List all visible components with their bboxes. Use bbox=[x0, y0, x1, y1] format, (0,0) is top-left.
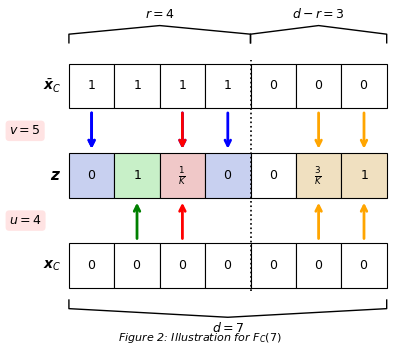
Text: $0$: $0$ bbox=[132, 259, 142, 272]
FancyBboxPatch shape bbox=[69, 243, 114, 288]
Text: $\boldsymbol{z}$: $\boldsymbol{z}$ bbox=[50, 168, 61, 183]
FancyBboxPatch shape bbox=[250, 64, 296, 109]
Text: $0$: $0$ bbox=[314, 79, 323, 93]
Text: $0$: $0$ bbox=[360, 79, 368, 93]
FancyBboxPatch shape bbox=[250, 153, 296, 198]
FancyBboxPatch shape bbox=[114, 243, 160, 288]
Text: $0$: $0$ bbox=[223, 259, 232, 272]
Text: $0$: $0$ bbox=[269, 169, 278, 182]
FancyBboxPatch shape bbox=[296, 64, 341, 109]
FancyBboxPatch shape bbox=[341, 153, 387, 198]
Text: $0$: $0$ bbox=[269, 259, 278, 272]
FancyBboxPatch shape bbox=[296, 243, 341, 288]
Text: $\frac{3}{K}$: $\frac{3}{K}$ bbox=[314, 165, 323, 187]
FancyBboxPatch shape bbox=[205, 153, 250, 198]
Text: $1$: $1$ bbox=[133, 169, 141, 182]
Text: $0$: $0$ bbox=[269, 79, 278, 93]
Text: $u=4$: $u=4$ bbox=[9, 214, 42, 227]
Text: $v=5$: $v=5$ bbox=[9, 124, 41, 137]
FancyBboxPatch shape bbox=[160, 64, 205, 109]
Text: $0$: $0$ bbox=[87, 169, 96, 182]
FancyBboxPatch shape bbox=[160, 243, 205, 288]
Text: $r=4$: $r=4$ bbox=[145, 8, 174, 22]
Text: $0$: $0$ bbox=[223, 169, 232, 182]
Text: $0$: $0$ bbox=[360, 259, 368, 272]
Text: $d=7$: $d=7$ bbox=[212, 322, 244, 335]
Text: $0$: $0$ bbox=[178, 259, 187, 272]
Text: $\bar{\boldsymbol{x}}_C$: $\bar{\boldsymbol{x}}_C$ bbox=[42, 77, 61, 95]
FancyBboxPatch shape bbox=[114, 153, 160, 198]
FancyBboxPatch shape bbox=[160, 153, 205, 198]
Text: $0$: $0$ bbox=[314, 259, 323, 272]
Text: $d-r=3$: $d-r=3$ bbox=[292, 7, 345, 22]
FancyBboxPatch shape bbox=[250, 243, 296, 288]
Text: $1$: $1$ bbox=[133, 79, 141, 93]
Text: $1$: $1$ bbox=[178, 79, 187, 93]
FancyBboxPatch shape bbox=[205, 64, 250, 109]
Text: $0$: $0$ bbox=[87, 259, 96, 272]
FancyBboxPatch shape bbox=[296, 153, 341, 198]
FancyBboxPatch shape bbox=[114, 64, 160, 109]
Text: Figure 2: Illustration for $F_C(7)$: Figure 2: Illustration for $F_C(7)$ bbox=[118, 331, 282, 345]
FancyBboxPatch shape bbox=[341, 64, 387, 109]
Text: $\boldsymbol{x}_C$: $\boldsymbol{x}_C$ bbox=[42, 258, 61, 273]
FancyBboxPatch shape bbox=[69, 64, 114, 109]
FancyBboxPatch shape bbox=[69, 153, 114, 198]
Text: $\frac{1}{K}$: $\frac{1}{K}$ bbox=[178, 165, 186, 187]
FancyBboxPatch shape bbox=[205, 243, 250, 288]
Text: $1$: $1$ bbox=[360, 169, 368, 182]
FancyBboxPatch shape bbox=[341, 243, 387, 288]
Text: $1$: $1$ bbox=[87, 79, 96, 93]
Text: $1$: $1$ bbox=[224, 79, 232, 93]
